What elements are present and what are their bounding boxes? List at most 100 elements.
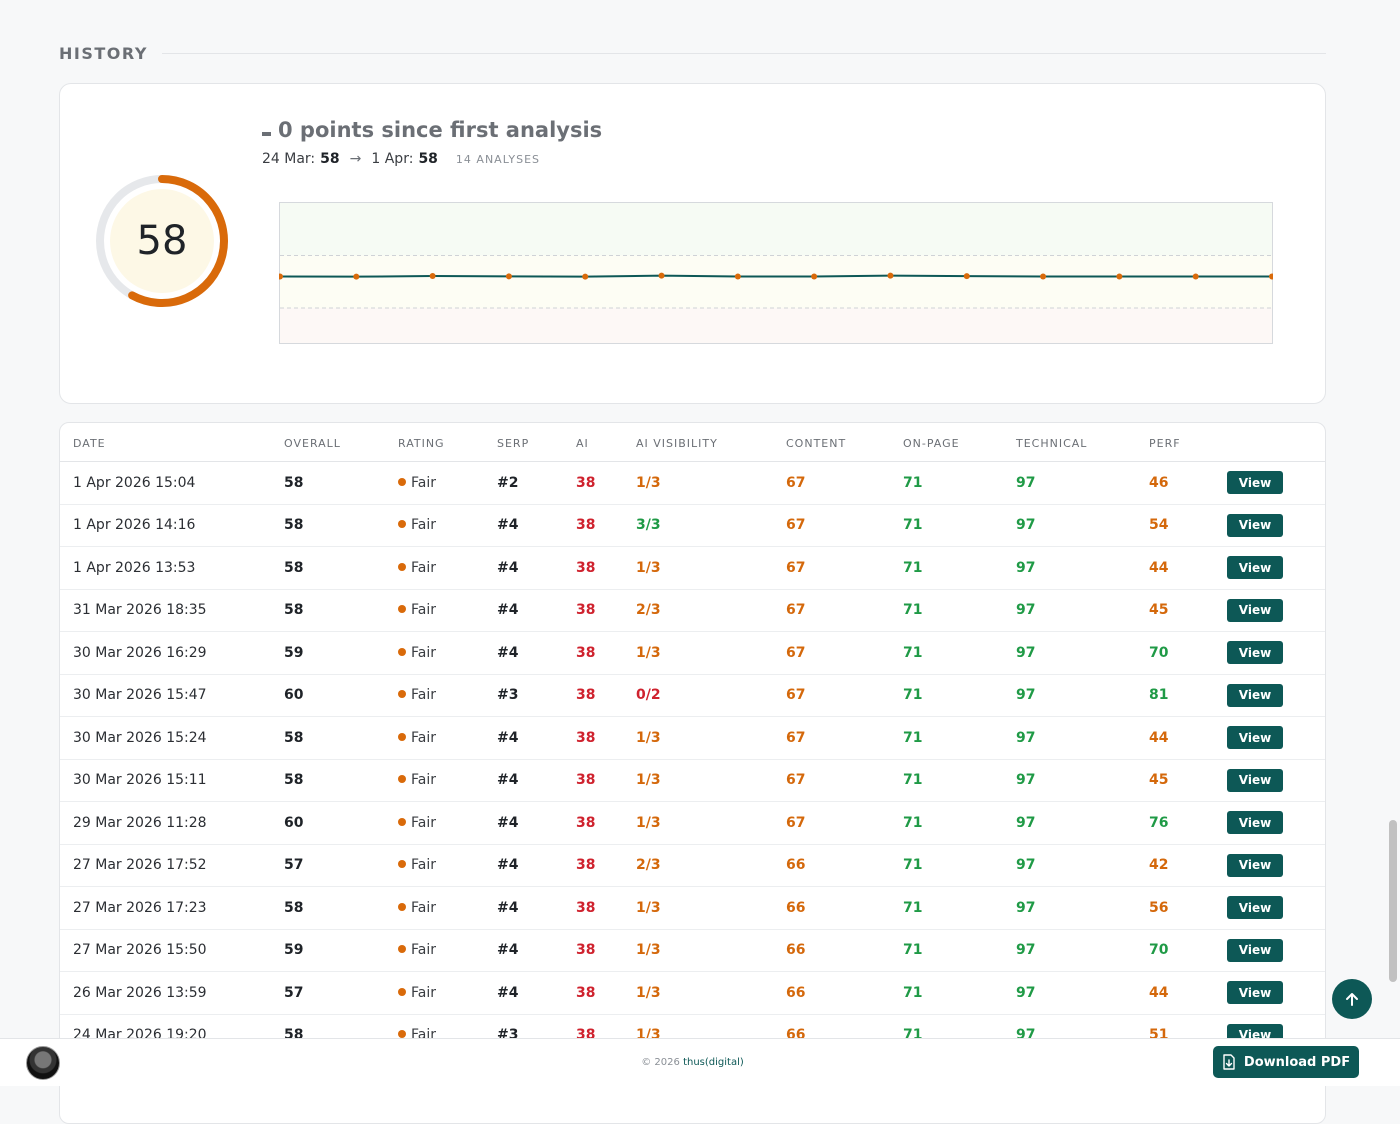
perf-cell-value: 70 — [1149, 644, 1169, 661]
last-analysis-date: 1 Apr: — [371, 151, 414, 167]
gauge-fill — [110, 189, 214, 293]
rating-dot-icon — [398, 732, 406, 741]
on-page-cell: 71 — [903, 504, 1016, 547]
ai-cell: 38 — [576, 886, 636, 930]
ai-visibility-cell-value: 2/3 — [636, 857, 661, 874]
perf-cell-value: 54 — [1149, 517, 1169, 534]
view-button[interactable]: View — [1227, 513, 1283, 537]
column-header: OVERALL — [284, 423, 398, 462]
action-cell: View — [1227, 546, 1325, 590]
view-button[interactable]: View — [1227, 938, 1283, 962]
column-header: AI — [576, 423, 636, 462]
perf-cell: 42 — [1149, 844, 1227, 887]
view-button[interactable]: View — [1227, 853, 1283, 877]
scrollbar-thumb[interactable] — [1389, 820, 1397, 982]
overall-cell: 60 — [284, 801, 398, 845]
perf-cell-value: 45 — [1149, 602, 1169, 619]
rating-cell-value: Fair — [398, 645, 436, 661]
date-cell-value: 1 Apr 2026 14:16 — [73, 517, 196, 534]
view-button[interactable]: View — [1227, 556, 1283, 580]
technical-cell-value: 97 — [1016, 772, 1036, 789]
action-cell: View — [1227, 929, 1325, 972]
rating-label: Fair — [411, 644, 436, 661]
view-button[interactable]: View — [1227, 683, 1283, 707]
table-row: 30 Mar 2026 15:47 60 Fair #3 38 0/2 67 71 97 81 Vi… — [60, 674, 1325, 717]
ai-visibility-cell: 1/3 — [636, 631, 786, 675]
scrollbar-track[interactable] — [1386, 0, 1400, 1038]
rating-label: Fair — [411, 729, 436, 746]
on-page-cell-value: 71 — [903, 942, 923, 959]
overall-cell-value: 59 — [284, 942, 304, 959]
technical-cell: 97 — [1016, 546, 1149, 590]
ai-cell: 38 — [576, 929, 636, 972]
ai-visibility-cell-value: 1/3 — [636, 984, 661, 1001]
last-analysis-score: 58 — [418, 151, 438, 167]
ai-cell-value: 38 — [576, 687, 596, 704]
overall-cell: 57 — [284, 971, 398, 1015]
chart-frame — [279, 202, 1273, 344]
view-button[interactable]: View — [1227, 896, 1283, 920]
data-point — [734, 273, 741, 280]
overall-cell: 58 — [284, 504, 398, 547]
ai-visibility-cell: 3/3 — [636, 504, 786, 547]
download-pdf-button[interactable]: Download PDF — [1213, 1046, 1359, 1078]
view-button[interactable]: View — [1227, 726, 1283, 750]
rating-cell: Fair — [398, 971, 497, 1015]
overall-cell: 59 — [284, 929, 398, 972]
rating-label: Fair — [411, 814, 436, 831]
scroll-to-top-button[interactable] — [1332, 979, 1372, 1019]
data-point — [353, 273, 360, 280]
date-cell: 31 Mar 2026 18:35 — [60, 589, 284, 632]
view-button[interactable]: View — [1227, 641, 1283, 665]
ai-cell: 38 — [576, 589, 636, 632]
on-page-cell-value: 71 — [903, 772, 923, 789]
ai-visibility-cell-value: 1/3 — [636, 644, 661, 661]
copyright: © 2026 thus(digital) — [0, 1057, 1385, 1068]
technical-cell: 97 — [1016, 716, 1149, 760]
view-button[interactable]: View — [1227, 981, 1283, 1005]
date-cell: 29 Mar 2026 11:28 — [60, 801, 284, 845]
view-button[interactable]: View — [1227, 471, 1283, 495]
data-point — [887, 272, 894, 279]
on-page-cell-value: 71 — [903, 559, 923, 576]
technical-cell: 97 — [1016, 971, 1149, 1015]
serp-cell: #4 — [497, 759, 576, 802]
technical-cell: 97 — [1016, 631, 1149, 675]
copyright-text: © 2026 — [641, 1057, 680, 1068]
rating-dot-icon — [398, 817, 406, 826]
overall-cell-value: 58 — [284, 474, 304, 491]
ai-visibility-cell: 1/3 — [636, 886, 786, 930]
perf-cell: 56 — [1149, 886, 1227, 930]
rating-dot-icon — [398, 902, 406, 911]
table-row: 30 Mar 2026 16:29 59 Fair #4 38 1/3 67 71 97 70 Vi… — [60, 631, 1325, 675]
rating-cell-value: Fair — [398, 602, 436, 618]
ai-cell: 38 — [576, 759, 636, 802]
perf-cell: 44 — [1149, 971, 1227, 1015]
action-cell: View — [1227, 844, 1325, 887]
perf-cell: 45 — [1149, 589, 1227, 632]
table-row: 27 Mar 2026 15:50 59 Fair #4 38 1/3 66 71 97 70 Vi… — [60, 929, 1325, 972]
analysis-count: 14 ANALYSES — [455, 153, 540, 166]
rating-cell: Fair — [398, 801, 497, 845]
technical-cell-value: 97 — [1016, 687, 1036, 704]
on-page-cell-value: 71 — [903, 857, 923, 874]
rating-label: Fair — [411, 517, 436, 534]
rating-cell-value: Fair — [398, 517, 436, 533]
rating-cell-value: Fair — [398, 560, 436, 576]
action-cell: View — [1227, 589, 1325, 632]
rating-cell: Fair — [398, 929, 497, 972]
serp-cell: #4 — [497, 504, 576, 547]
ai-visibility-cell: 1/3 — [636, 759, 786, 802]
overall-cell-value: 58 — [284, 899, 304, 916]
rating-cell: Fair — [398, 674, 497, 717]
brand-link[interactable]: thus(digital) — [683, 1057, 744, 1068]
serp-cell: #4 — [497, 844, 576, 887]
view-button[interactable]: View — [1227, 768, 1283, 792]
footer: © 2026 thus(digital) Download PDF — [0, 1038, 1400, 1086]
action-cell: View — [1227, 674, 1325, 717]
overall-cell: 59 — [284, 631, 398, 675]
overall-cell: 60 — [284, 674, 398, 717]
view-button[interactable]: View — [1227, 598, 1283, 622]
view-button[interactable]: View — [1227, 811, 1283, 835]
user-avatar[interactable] — [26, 1046, 60, 1080]
